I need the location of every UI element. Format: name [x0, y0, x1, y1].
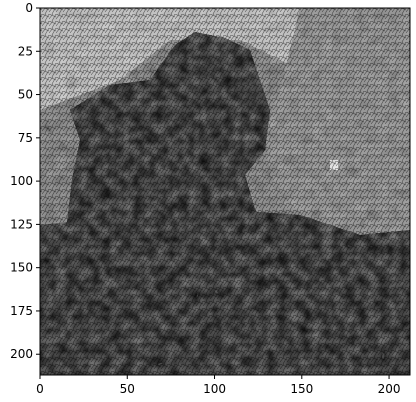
y-tick-label: 50 — [18, 88, 33, 102]
y-axis: 0 25 50 75 100 125 150 175 200 — [10, 1, 40, 361]
x-tick-label: 50 — [120, 382, 135, 396]
x-tick-label: 200 — [378, 382, 401, 396]
x-axis: 0 50 100 150 200 — [36, 375, 401, 396]
y-tick-label: 150 — [10, 261, 33, 275]
y-tick-label: 200 — [10, 347, 33, 361]
y-tick-label: 175 — [10, 304, 33, 318]
y-tick-label: 25 — [18, 44, 33, 58]
x-tick-label: 0 — [36, 382, 44, 396]
x-tick-label: 100 — [203, 382, 226, 396]
plot-frame — [39, 7, 411, 376]
superpixel-boundaries — [40, 8, 410, 375]
y-tick-label: 75 — [18, 131, 33, 145]
segmentation-image — [40, 8, 410, 375]
y-tick-label: 0 — [25, 1, 33, 15]
x-tick-label: 150 — [290, 382, 313, 396]
y-tick-label: 100 — [10, 174, 33, 188]
y-tick-label: 125 — [10, 217, 33, 231]
